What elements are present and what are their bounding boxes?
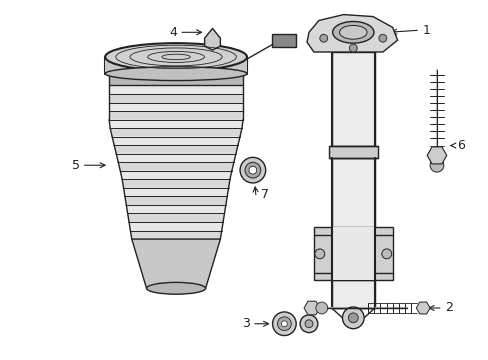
Text: 5: 5 [71, 159, 80, 172]
Polygon shape [109, 94, 243, 103]
Polygon shape [116, 154, 235, 162]
Text: 2: 2 [444, 301, 452, 315]
Polygon shape [129, 222, 223, 230]
Polygon shape [122, 179, 229, 188]
Circle shape [315, 302, 327, 314]
Polygon shape [109, 103, 243, 111]
Polygon shape [110, 128, 242, 137]
Circle shape [348, 44, 357, 52]
Polygon shape [109, 120, 243, 128]
Polygon shape [271, 34, 296, 47]
Polygon shape [331, 52, 374, 145]
Circle shape [429, 158, 443, 172]
Circle shape [248, 166, 256, 174]
Circle shape [314, 249, 324, 259]
Ellipse shape [339, 26, 366, 39]
Polygon shape [118, 162, 233, 171]
Polygon shape [120, 171, 231, 179]
Polygon shape [126, 205, 225, 213]
Polygon shape [131, 239, 220, 288]
Circle shape [305, 320, 312, 328]
Polygon shape [109, 111, 243, 120]
Circle shape [319, 34, 327, 42]
Circle shape [272, 312, 296, 336]
Ellipse shape [146, 282, 205, 294]
Circle shape [240, 157, 265, 183]
Text: 1: 1 [421, 24, 429, 37]
Circle shape [347, 313, 358, 323]
Ellipse shape [105, 67, 246, 81]
Polygon shape [328, 145, 377, 158]
Polygon shape [124, 197, 227, 205]
Circle shape [300, 315, 317, 333]
Polygon shape [112, 137, 240, 145]
Circle shape [381, 249, 391, 259]
Circle shape [378, 34, 386, 42]
Polygon shape [331, 158, 374, 229]
Polygon shape [331, 280, 374, 308]
Polygon shape [114, 145, 238, 154]
Polygon shape [123, 188, 228, 197]
Polygon shape [130, 230, 221, 239]
Polygon shape [127, 213, 224, 222]
Polygon shape [331, 227, 374, 280]
Polygon shape [109, 85, 243, 94]
Circle shape [281, 321, 287, 327]
Text: 6: 6 [456, 139, 464, 152]
Ellipse shape [332, 22, 373, 43]
Text: 4: 4 [169, 26, 177, 39]
Polygon shape [204, 28, 220, 50]
Polygon shape [313, 227, 392, 280]
Polygon shape [306, 15, 397, 52]
Circle shape [277, 317, 291, 330]
Text: 7: 7 [260, 188, 268, 201]
Polygon shape [105, 57, 246, 74]
Circle shape [342, 307, 364, 329]
Text: 3: 3 [242, 317, 249, 330]
Circle shape [244, 162, 260, 178]
Polygon shape [109, 74, 243, 85]
Ellipse shape [105, 43, 246, 71]
